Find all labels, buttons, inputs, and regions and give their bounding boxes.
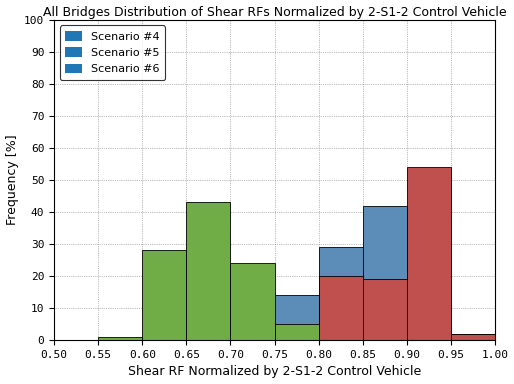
Bar bbox=[451, 334, 495, 340]
Bar bbox=[451, 334, 495, 340]
Legend: Scenario #4, Scenario #5, Scenario #6: Scenario #4, Scenario #5, Scenario #6 bbox=[60, 25, 165, 80]
Bar bbox=[142, 250, 187, 340]
Bar bbox=[363, 205, 407, 340]
Bar bbox=[319, 276, 363, 340]
Bar bbox=[319, 247, 363, 340]
Bar bbox=[407, 279, 451, 340]
Bar bbox=[230, 263, 274, 340]
Bar bbox=[407, 167, 451, 340]
X-axis label: Shear RF Normalized by 2-S1-2 Control Vehicle: Shear RF Normalized by 2-S1-2 Control Ve… bbox=[128, 366, 421, 379]
Bar bbox=[363, 279, 407, 340]
Bar bbox=[274, 324, 319, 340]
Title: All Bridges Distribution of Shear RFs Normalized by 2-S1-2 Control Vehicle: All Bridges Distribution of Shear RFs No… bbox=[43, 5, 506, 18]
Bar bbox=[98, 337, 142, 340]
Y-axis label: Frequency [%]: Frequency [%] bbox=[6, 135, 19, 225]
Bar bbox=[187, 202, 230, 340]
Bar bbox=[274, 295, 319, 340]
